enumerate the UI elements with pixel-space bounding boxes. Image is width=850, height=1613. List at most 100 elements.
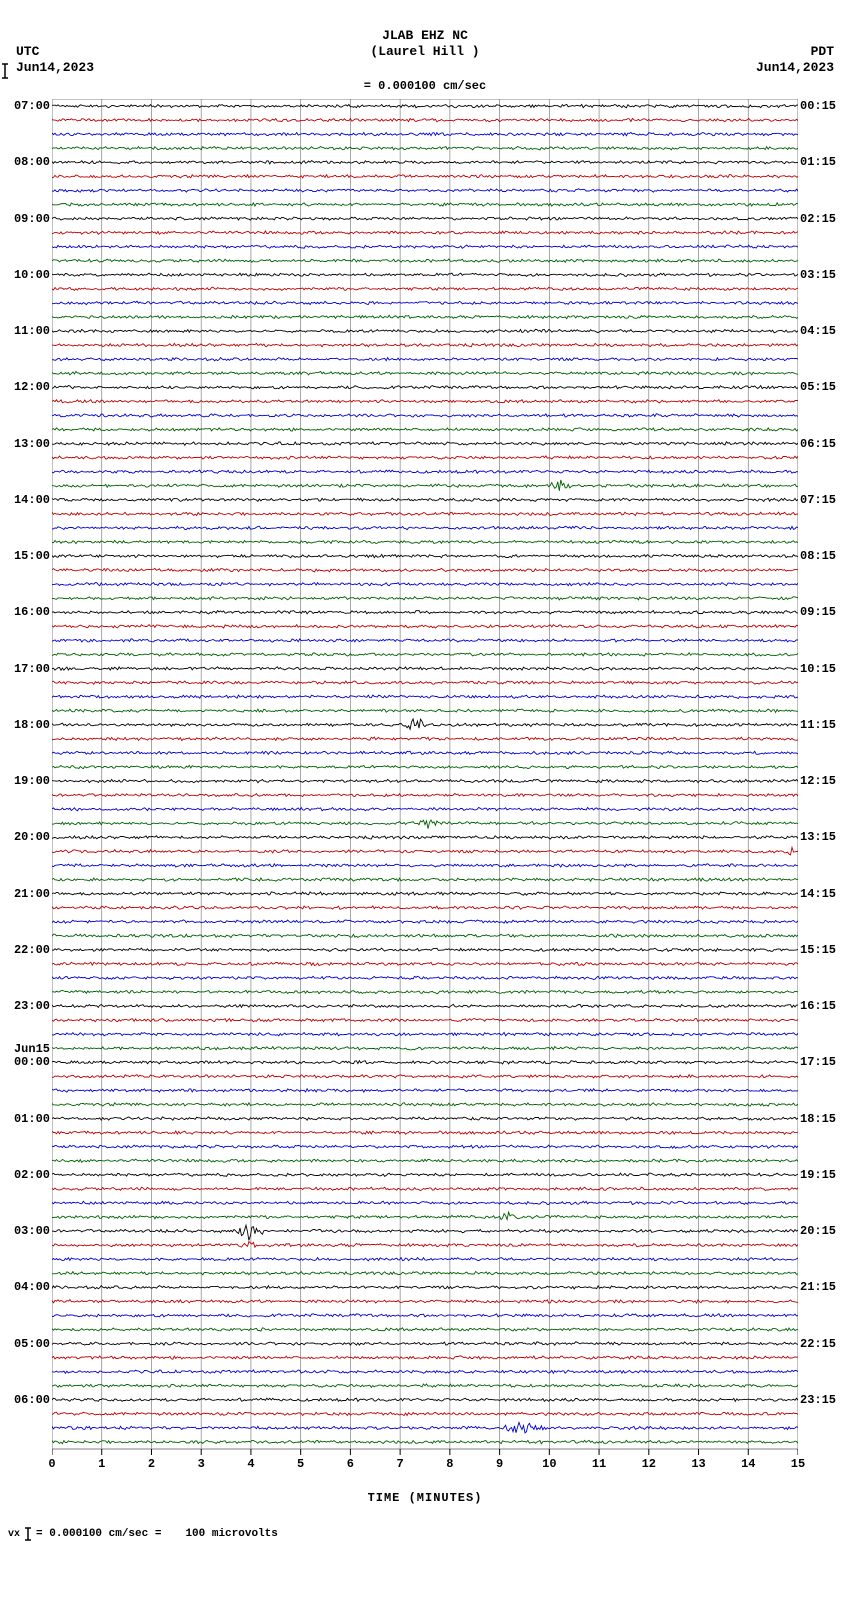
trace-line — [52, 765, 798, 768]
tz-right-block: PDT Jun14,2023 — [756, 44, 834, 75]
trace-line — [52, 480, 798, 491]
trace-line — [52, 991, 798, 994]
trace-line — [52, 667, 798, 670]
trace-line — [52, 259, 798, 262]
trace-line — [52, 315, 798, 319]
trace-line — [52, 1328, 798, 1331]
trace-line — [52, 934, 798, 938]
tz-left-block: UTC Jun14,2023 — [16, 44, 94, 75]
trace-line — [52, 526, 798, 529]
trace-line — [52, 1258, 798, 1261]
x-tick-label: 10 — [542, 1457, 556, 1471]
utc-hour-label: 02:00 — [14, 1168, 52, 1182]
trace-line — [52, 597, 798, 600]
trace-line — [52, 541, 798, 544]
trace-line — [52, 105, 798, 108]
trace-line — [52, 1075, 798, 1078]
trace-line — [52, 737, 798, 741]
utc-hour-label: 04:00 — [14, 1280, 52, 1294]
trace-line — [52, 1089, 798, 1092]
trace-line — [52, 681, 798, 684]
scale-bar-icon — [0, 63, 10, 79]
trace-line — [52, 119, 798, 122]
pdt-hour-label: 14:15 — [798, 887, 836, 901]
header: JLAB EHZ NC (Laurel Hill ) — [0, 0, 850, 59]
trace-line — [52, 147, 798, 150]
pdt-hour-label: 16:15 — [798, 999, 836, 1013]
pdt-hour-label: 01:15 — [798, 155, 836, 169]
utc-hour-label: 19:00 — [14, 774, 52, 788]
trace-line — [52, 1131, 798, 1134]
trace-line — [52, 555, 798, 558]
trace-line — [52, 892, 798, 895]
trace-line — [52, 836, 798, 839]
utc-hour-label: 10:00 — [14, 268, 52, 282]
x-tick-label: 5 — [297, 1457, 304, 1471]
x-tick-label: 0 — [48, 1457, 55, 1471]
station-code: JLAB EHZ NC — [0, 28, 850, 44]
trace-line — [52, 1314, 798, 1317]
pdt-hour-label: 11:15 — [798, 718, 836, 732]
x-tick-label: 4 — [247, 1457, 254, 1471]
x-tick-label: 6 — [347, 1457, 354, 1471]
scale-bar-icon — [24, 1527, 32, 1541]
footer-text-a: = 0.000100 cm/sec = — [36, 1528, 161, 1540]
utc-hour-label: 14:00 — [14, 493, 52, 507]
x-tick-label: 12 — [642, 1457, 656, 1471]
trace-line — [52, 203, 798, 206]
trace-line — [52, 569, 798, 572]
trace-line — [52, 1103, 798, 1106]
trace-line — [52, 709, 798, 712]
trace-line — [52, 1201, 798, 1204]
utc-hour-label: 17:00 — [14, 662, 52, 676]
trace-line — [52, 1117, 798, 1120]
trace-line — [52, 611, 798, 614]
station-location: (Laurel Hill ) — [0, 44, 850, 60]
trace-line — [52, 1370, 798, 1373]
trace-line — [52, 695, 798, 698]
trace-line — [52, 878, 798, 881]
x-tick-label: 8 — [446, 1457, 453, 1471]
trace-line — [52, 301, 798, 304]
pdt-hour-label: 19:15 — [798, 1168, 836, 1182]
trace-line — [52, 428, 798, 431]
utc-hour-label: 06:00 — [14, 1393, 52, 1407]
utc-hour-label: 15:00 — [14, 549, 52, 563]
utc-hour-label: 13:00 — [14, 437, 52, 451]
x-tick-label: 2 — [148, 1457, 155, 1471]
trace-line — [52, 719, 798, 729]
trace-line — [52, 400, 798, 403]
utc-hour-label: 22:00 — [14, 943, 52, 957]
trace-line — [52, 976, 798, 979]
footer-text-b: 100 microvolts — [185, 1528, 277, 1540]
utc-hour-label: 16:00 — [14, 605, 52, 619]
trace-line — [52, 1440, 798, 1443]
trace-line — [52, 1342, 798, 1345]
pdt-hour-label: 17:15 — [798, 1055, 836, 1069]
trace-line — [52, 962, 798, 965]
x-tick-label: 9 — [496, 1457, 503, 1471]
trace-line — [52, 287, 798, 290]
trace-line — [52, 1033, 798, 1036]
trace-line — [52, 189, 798, 192]
pdt-hour-label: 04:15 — [798, 324, 836, 338]
pdt-hour-label: 03:15 — [798, 268, 836, 282]
trace-line — [52, 1212, 798, 1220]
trace-line — [52, 794, 798, 797]
pdt-hour-label: 07:15 — [798, 493, 836, 507]
trace-line — [52, 1398, 798, 1401]
scale-text: = 0.000100 cm/sec — [364, 79, 486, 93]
trace-line — [52, 330, 798, 333]
pdt-hour-label: 00:15 — [798, 99, 836, 113]
pdt-hour-label: 15:15 — [798, 943, 836, 957]
trace-line — [52, 808, 798, 811]
pdt-hour-label: 13:15 — [798, 830, 836, 844]
trace-line — [52, 1061, 798, 1064]
tz-right-name: PDT — [756, 44, 834, 60]
trace-line — [52, 442, 798, 445]
seismogram-container: UTC Jun14,2023 PDT Jun14,2023 JLAB EHZ N… — [0, 0, 850, 1549]
trace-line — [52, 1423, 798, 1434]
trace-line — [52, 245, 798, 248]
x-tick-label: 15 — [791, 1457, 805, 1471]
trace-line — [52, 358, 798, 361]
